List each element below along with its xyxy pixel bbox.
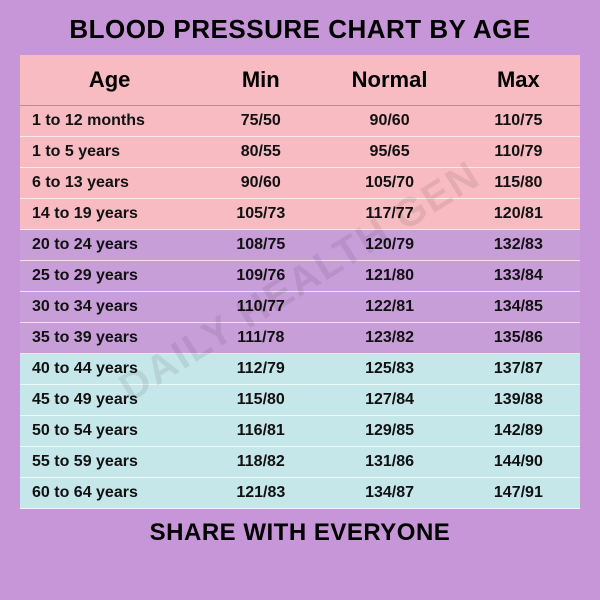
cell-max: 147/91 — [457, 478, 580, 509]
cell-max: 144/90 — [457, 447, 580, 478]
cell-normal: 134/87 — [322, 478, 456, 509]
cell-age: 60 to 64 years — [20, 478, 199, 509]
cell-age: 6 to 13 years — [20, 168, 199, 199]
cell-min: 105/73 — [199, 199, 322, 230]
cell-normal: 127/84 — [322, 385, 456, 416]
col-header-max: Max — [457, 55, 580, 106]
table-row: 55 to 59 years118/82131/86144/90 — [20, 447, 580, 478]
cell-max: 115/80 — [457, 168, 580, 199]
cell-normal: 105/70 — [322, 168, 456, 199]
cell-min: 116/81 — [199, 416, 322, 447]
table-row: 20 to 24 years108/75120/79132/83 — [20, 230, 580, 261]
col-header-min: Min — [199, 55, 322, 106]
table-row: 45 to 49 years115/80127/84139/88 — [20, 385, 580, 416]
page-title: BLOOD PRESSURE CHART BY AGE — [69, 14, 530, 45]
cell-max: 133/84 — [457, 261, 580, 292]
cell-max: 110/75 — [457, 106, 580, 137]
cell-age: 1 to 5 years — [20, 137, 199, 168]
cell-min: 110/77 — [199, 292, 322, 323]
cell-age: 1 to 12 months — [20, 106, 199, 137]
cell-max: 110/79 — [457, 137, 580, 168]
cell-normal: 120/79 — [322, 230, 456, 261]
table-row: 6 to 13 years90/60105/70115/80 — [20, 168, 580, 199]
cell-max: 120/81 — [457, 199, 580, 230]
cell-age: 14 to 19 years — [20, 199, 199, 230]
footer-text: SHARE WITH EVERYONE — [150, 519, 451, 547]
table-row: 14 to 19 years105/73117/77120/81 — [20, 199, 580, 230]
cell-max: 139/88 — [457, 385, 580, 416]
cell-normal: 122/81 — [322, 292, 456, 323]
cell-normal: 125/83 — [322, 354, 456, 385]
table-row: 1 to 12 months75/5090/60110/75 — [20, 106, 580, 137]
cell-min: 109/76 — [199, 261, 322, 292]
cell-age: 30 to 34 years — [20, 292, 199, 323]
cell-normal: 131/86 — [322, 447, 456, 478]
cell-max: 142/89 — [457, 416, 580, 447]
col-header-age: Age — [20, 55, 199, 106]
cell-max: 137/87 — [457, 354, 580, 385]
cell-min: 75/50 — [199, 106, 322, 137]
cell-normal: 90/60 — [322, 106, 456, 137]
table-header-row: Age Min Normal Max — [20, 55, 580, 106]
cell-min: 112/79 — [199, 354, 322, 385]
cell-age: 55 to 59 years — [20, 447, 199, 478]
cell-max: 132/83 — [457, 230, 580, 261]
cell-min: 118/82 — [199, 447, 322, 478]
cell-min: 121/83 — [199, 478, 322, 509]
cell-normal: 121/80 — [322, 261, 456, 292]
cell-min: 108/75 — [199, 230, 322, 261]
cell-min: 80/55 — [199, 137, 322, 168]
table-row: 35 to 39 years111/78123/82135/86 — [20, 323, 580, 354]
cell-max: 134/85 — [457, 292, 580, 323]
cell-normal: 123/82 — [322, 323, 456, 354]
cell-min: 90/60 — [199, 168, 322, 199]
cell-normal: 129/85 — [322, 416, 456, 447]
cell-max: 135/86 — [457, 323, 580, 354]
table-row: 25 to 29 years109/76121/80133/84 — [20, 261, 580, 292]
cell-min: 115/80 — [199, 385, 322, 416]
table-row: 40 to 44 years112/79125/83137/87 — [20, 354, 580, 385]
table-row: 60 to 64 years121/83134/87147/91 — [20, 478, 580, 509]
cell-age: 40 to 44 years — [20, 354, 199, 385]
table-row: 50 to 54 years116/81129/85142/89 — [20, 416, 580, 447]
table-row: 1 to 5 years80/5595/65110/79 — [20, 137, 580, 168]
cell-age: 20 to 24 years — [20, 230, 199, 261]
cell-age: 45 to 49 years — [20, 385, 199, 416]
col-header-normal: Normal — [322, 55, 456, 106]
cell-age: 50 to 54 years — [20, 416, 199, 447]
table-row: 30 to 34 years110/77122/81134/85 — [20, 292, 580, 323]
cell-normal: 95/65 — [322, 137, 456, 168]
cell-min: 111/78 — [199, 323, 322, 354]
bp-table: Age Min Normal Max 1 to 12 months75/5090… — [20, 55, 580, 509]
cell-age: 25 to 29 years — [20, 261, 199, 292]
cell-normal: 117/77 — [322, 199, 456, 230]
cell-age: 35 to 39 years — [20, 323, 199, 354]
